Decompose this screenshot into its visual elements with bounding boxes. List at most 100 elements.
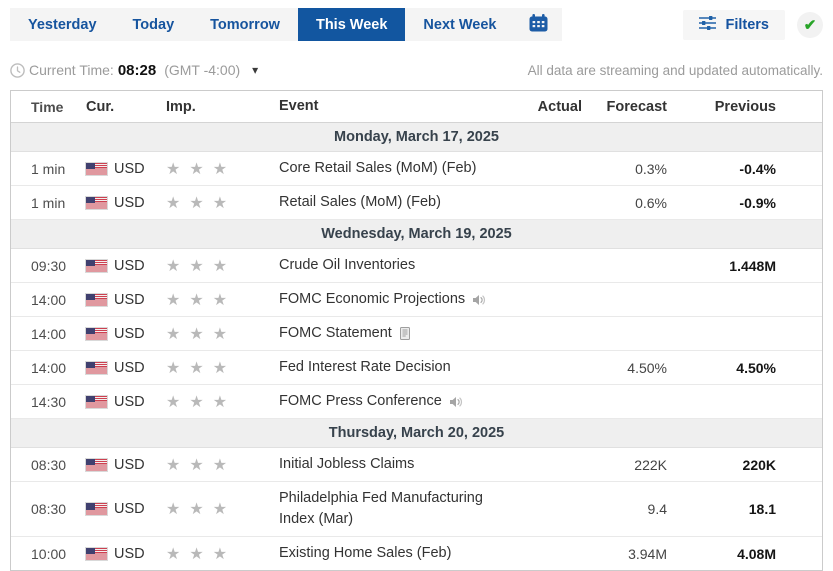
event-link[interactable]: Retail Sales (MoM) (Feb) [279, 194, 441, 211]
currency-code: USD [114, 393, 145, 410]
importance-stars: ★ ★ ★ [166, 499, 279, 519]
event-link[interactable]: Core Retail Sales (MoM) (Feb) [279, 160, 477, 176]
event-link[interactable]: Philadelphia Fed Manufacturing Index (Ma… [279, 490, 483, 528]
event-time: 10:00 [31, 545, 67, 562]
event-cell: Retail Sales (MoM) (Feb) [279, 186, 522, 219]
header-previous: Previous [714, 98, 776, 115]
event-link[interactable]: FOMC Economic Projections [279, 291, 466, 308]
economic-calendar-table: Time Cur. Imp. Event Actual Forecast Pre… [10, 90, 823, 571]
us-flag-icon [86, 361, 107, 374]
event-row[interactable]: 08:30 USD ★ ★ ★ Initial Jobless Claims 222K 220… [11, 448, 822, 483]
star-icon: ★ [166, 359, 181, 377]
event-currency: USD [86, 195, 166, 211]
star-icon: ★ [212, 545, 228, 563]
event-link[interactable]: Initial Jobless Claims [279, 456, 415, 473]
star-icon: ★ [189, 257, 204, 275]
event-row[interactable]: 14:00 USD ★ ★ ★ Fed Interest Rate Decision 4.5… [11, 351, 822, 386]
star-icon: ★ [166, 325, 181, 343]
star-icon: ★ [166, 393, 181, 411]
event-row[interactable]: 14:00 USD ★ ★ ★ FOMC Statement [11, 317, 822, 352]
event-forecast: 0.3% [635, 160, 667, 177]
event-time: 14:30 [31, 393, 67, 410]
event-time: 1 min [31, 194, 66, 211]
event-link[interactable]: FOMC Statement [279, 325, 392, 342]
event-link[interactable]: Existing Home Sales (Feb) [279, 545, 452, 562]
event-row[interactable]: 09:30 USD ★ ★ ★ Crude Oil Inventories 1.448M [11, 249, 822, 284]
header-time: Time [31, 98, 64, 115]
star-icon: ★ [166, 160, 181, 178]
importance-stars: ★ ★ ★ [166, 392, 279, 412]
us-flag-icon [86, 547, 107, 560]
header-actual: Actual [537, 98, 582, 115]
event-row[interactable]: 14:00 USD ★ ★ ★ FOMC Economic Projections [11, 283, 822, 318]
header-forecast: Forecast [606, 98, 667, 115]
event-time: 09:30 [31, 257, 67, 274]
event-link[interactable]: FOMC Press Conference [279, 393, 442, 410]
event-currency: USD [86, 546, 166, 562]
event-cell: Core Retail Sales (MoM) (Feb) [279, 152, 522, 185]
event-time: 14:00 [31, 291, 67, 308]
currency-code: USD [114, 545, 145, 562]
event-link[interactable]: Fed Interest Rate Decision [279, 359, 451, 376]
event-previous: 220K [742, 456, 776, 473]
importance-stars: ★ ★ ★ [166, 290, 279, 310]
star-icon: ★ [166, 456, 181, 474]
event-previous: 4.08M [737, 545, 776, 562]
currency-code: USD [114, 160, 145, 177]
event-time: 1 min [31, 160, 66, 177]
current-time: Current Time: 08:28 (GMT -4:00) ▾ [10, 61, 262, 79]
calendar-icon [529, 14, 548, 35]
tab-yesterday[interactable]: Yesterday [10, 8, 115, 41]
star-icon: ★ [189, 456, 204, 474]
tab-today[interactable]: Today [115, 8, 193, 41]
tab-tomorrow[interactable]: Tomorrow [192, 8, 298, 41]
clock-icon [10, 62, 25, 78]
event-link[interactable]: Crude Oil Inventories [279, 257, 416, 274]
event-previous: -0.4% [739, 160, 776, 177]
importance-stars: ★ ★ ★ [166, 358, 279, 378]
star-icon: ★ [189, 545, 204, 563]
event-forecast: 3.94M [628, 545, 667, 562]
importance-stars: ★ ★ ★ [166, 256, 279, 276]
top-bar-right: Filters ✔ [683, 9, 823, 40]
streaming-note: All data are streaming and updated autom… [527, 62, 823, 78]
event-currency: USD [86, 258, 166, 274]
event-forecast: 222K [634, 456, 667, 473]
event-cell: FOMC Press Conference [279, 385, 522, 418]
star-icon: ★ [166, 194, 181, 212]
filters-button[interactable]: Filters [683, 9, 785, 40]
event-currency: USD [86, 501, 166, 517]
event-cell: FOMC Statement [279, 317, 522, 350]
event-row[interactable]: 08:30 USD ★ ★ ★ Philadelphia Fed Manufacturin… [11, 482, 822, 538]
filters-icon [699, 15, 717, 34]
currency-code: USD [114, 325, 145, 342]
event-cell: Crude Oil Inventories [279, 249, 522, 282]
us-flag-icon [86, 327, 107, 340]
document-icon [399, 327, 411, 341]
event-time: 14:00 [31, 325, 67, 342]
current-time-value: 08:28 [117, 61, 157, 79]
star-icon: ★ [212, 194, 228, 212]
event-row[interactable]: 10:00 USD ★ ★ ★ Existing Home Sales (Feb) 3.94… [11, 537, 822, 571]
calendar-icon-button[interactable] [515, 8, 562, 41]
star-icon: ★ [212, 456, 228, 474]
us-flag-icon [86, 259, 107, 272]
event-cell: Fed Interest Rate Decision [279, 351, 522, 384]
header-importance: Imp. [166, 98, 196, 115]
tab-next-week[interactable]: Next Week [405, 8, 514, 41]
day-header-row: Thursday, March 20, 2025 [11, 419, 822, 449]
event-currency: USD [86, 394, 166, 410]
star-icon: ★ [212, 325, 228, 343]
event-row[interactable]: 1 min USD ★ ★ ★ Retail Sales (MoM) (Feb) 0.6% -… [11, 186, 822, 221]
event-row[interactable]: 14:30 USD ★ ★ ★ FOMC Press Conference [11, 385, 822, 420]
star-icon: ★ [166, 257, 181, 275]
event-row[interactable]: 1 min USD ★ ★ ★ Core Retail Sales (MoM) (Feb)… [11, 152, 822, 187]
tab-this-week[interactable]: This Week [297, 8, 406, 41]
top-bar: Yesterday Today Tomorrow This Week Next Week [10, 8, 823, 41]
event-currency: USD [86, 292, 166, 308]
importance-stars: ★ ★ ★ [166, 455, 279, 475]
timezone-chevron-down-icon[interactable]: ▾ [248, 61, 262, 79]
importance-stars: ★ ★ ★ [166, 324, 279, 344]
star-icon: ★ [189, 359, 204, 377]
day-header-row: Wednesday, March 19, 2025 [11, 220, 822, 250]
